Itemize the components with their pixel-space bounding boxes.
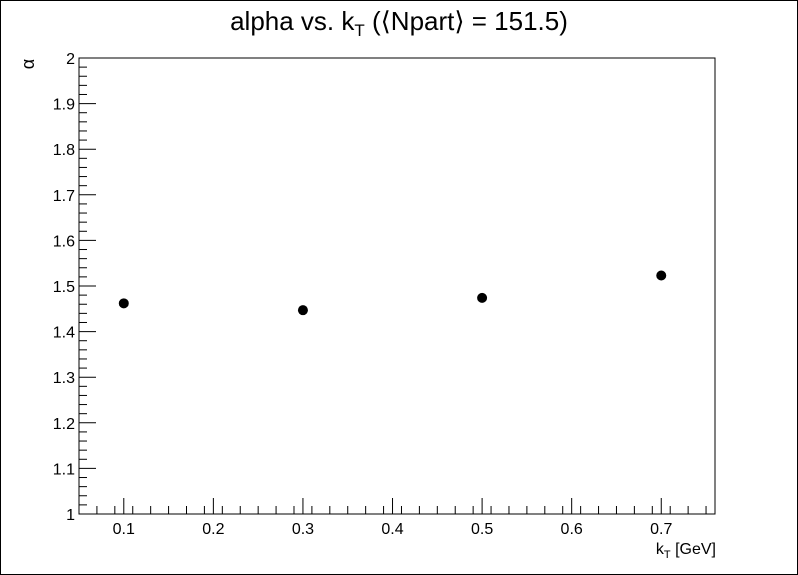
plot-frame [78,57,716,515]
x-axis-label-main: k [656,541,665,558]
y-tick-label: 1.2 [53,416,75,433]
x-tick-label: 0.4 [381,521,403,538]
x-tick-label: 0.1 [113,521,135,538]
y-tick-label: 2 [66,51,75,68]
y-tick-label: 1.7 [53,188,75,205]
y-axis-label: α [18,59,38,69]
y-tick-label: 1.6 [53,233,75,250]
title-main: alpha vs. k [230,6,355,36]
y-tick-label: 1.8 [53,142,75,159]
y-tick-label: 1 [66,507,75,524]
data-point [477,292,488,303]
y-tick-label: 1.5 [53,279,75,296]
x-tick-label: 0.7 [650,521,672,538]
x-tick-label: 0.2 [202,521,224,538]
x-tick-label: 0.6 [561,521,583,538]
y-axis: 1 1.1 1.2 1.3 1.4 1.5 1.6 1.7 1.8 1.9 2 [53,51,96,524]
y-tick-label: 1.1 [53,461,75,478]
x-axis-label: kT [GeV] [656,541,716,561]
data-point [297,305,308,316]
x-axis-label-subscript: T [664,549,671,561]
data-point [118,298,129,309]
y-tick-label: 1.4 [53,325,75,342]
title-rest: (⟨Npart⟩ = 151.5) [364,6,568,36]
x-tick-label: 0.5 [471,521,493,538]
x-axis-label-rest: [GeV] [671,541,716,558]
y-tick-label: 1.3 [53,370,75,387]
x-axis: 0.1 0.2 0.3 0.4 0.5 0.6 0.7 [78,498,707,538]
y-tick-label: 1.9 [53,97,75,114]
data-markers [118,270,667,316]
chart-title: alpha vs. kT (⟨Npart⟩ = 151.5) [0,6,798,41]
x-tick-label: 0.3 [292,521,314,538]
title-subscript: T [354,20,365,40]
data-point [656,270,667,281]
